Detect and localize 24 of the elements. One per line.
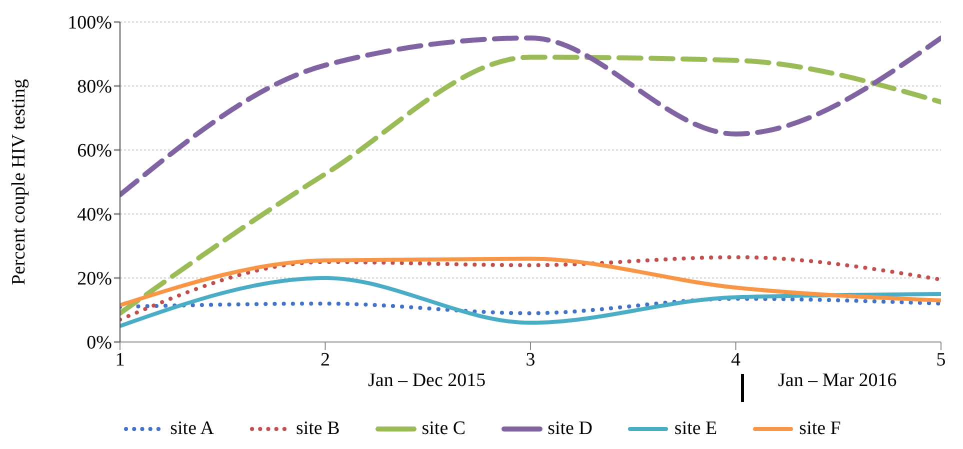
y-tick-label: 80% bbox=[77, 76, 112, 98]
legend-label: site E bbox=[674, 418, 718, 440]
x-tick-label: 2 bbox=[320, 349, 330, 370]
line-series bbox=[120, 256, 941, 308]
y-tick-label: 60% bbox=[77, 140, 112, 162]
legend-label: site F bbox=[799, 418, 841, 440]
x-tick-label: 3 bbox=[526, 349, 536, 370]
y-tick-label: 100% bbox=[68, 12, 112, 34]
y-tick-label: 0% bbox=[86, 332, 112, 354]
line-series bbox=[120, 276, 941, 328]
legend-label: site A bbox=[170, 418, 214, 440]
line-series bbox=[120, 255, 941, 322]
x-tick-label: 1 bbox=[115, 349, 125, 370]
x-tick-label: 4 bbox=[731, 349, 741, 370]
line-series bbox=[120, 296, 941, 316]
text: Jan – Mar 2016 bbox=[778, 370, 897, 392]
y-tick-label: 40% bbox=[77, 204, 112, 226]
text: Jan – Dec 2015 bbox=[368, 370, 486, 392]
legend-label: site B bbox=[296, 418, 340, 440]
x-tick-label: 5 bbox=[936, 349, 946, 370]
y-axis-title: Percent couple HIV testing bbox=[8, 78, 30, 285]
y-tick-label: 20% bbox=[77, 268, 112, 290]
legend-label: site C bbox=[422, 418, 466, 440]
legend-label: site D bbox=[548, 418, 592, 440]
